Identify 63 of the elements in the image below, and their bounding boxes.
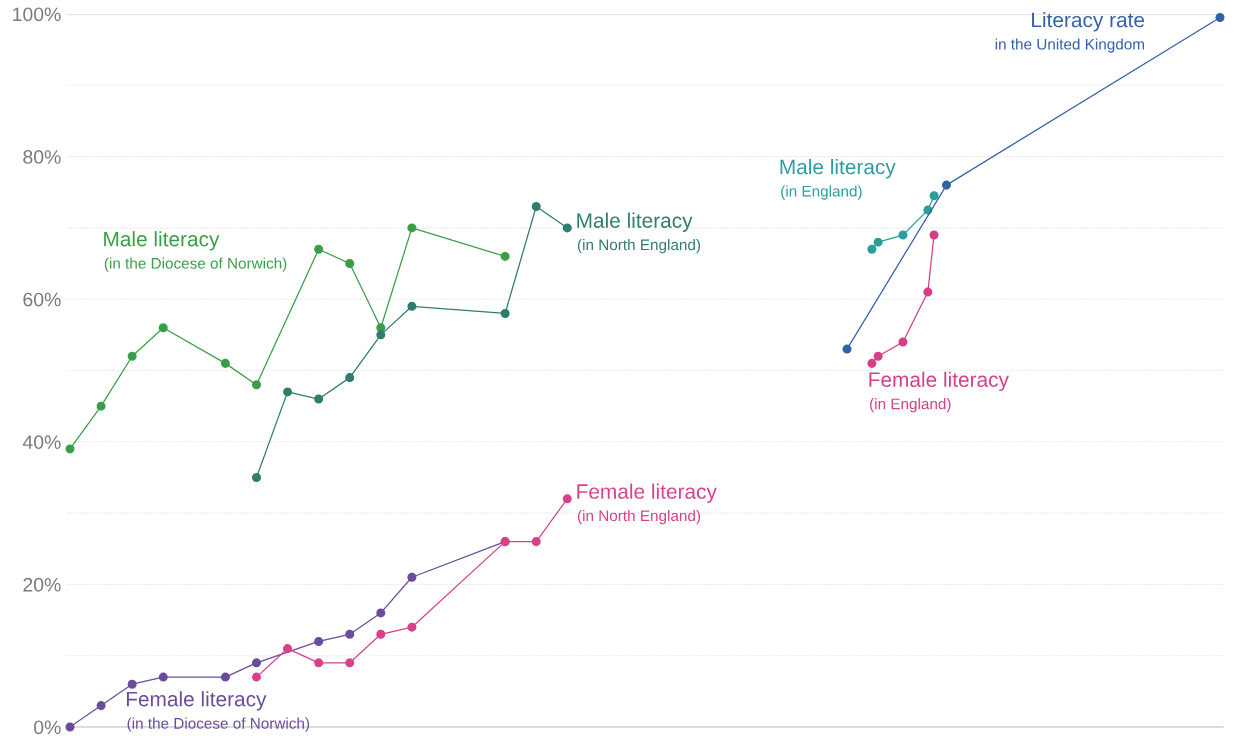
point — [345, 373, 355, 383]
point — [407, 223, 417, 233]
point — [158, 672, 168, 682]
series-label: Female literacy (in the Diocese of Norwich) — [126, 691, 310, 732]
y-tick-label: 80% — [23, 150, 61, 164]
y-tick-label: 100% — [13, 7, 61, 22]
point — [314, 394, 324, 404]
point — [873, 351, 883, 361]
point — [220, 672, 230, 682]
point — [867, 244, 877, 254]
point — [376, 323, 386, 333]
point — [941, 180, 951, 190]
point — [314, 658, 324, 668]
point — [314, 636, 324, 646]
y-tick-label: 0% — [34, 720, 61, 735]
point — [283, 644, 293, 654]
point — [562, 223, 572, 233]
series-label: Literacy rate in the United Kingdom — [995, 12, 1145, 53]
point — [65, 722, 75, 732]
point — [251, 658, 262, 668]
point — [562, 494, 572, 504]
point — [407, 622, 417, 632]
y-tick-label: 20% — [23, 577, 61, 592]
point — [314, 244, 324, 254]
series-label: Male literacy (in England) — [780, 159, 896, 200]
y-tick-label: 60% — [23, 292, 61, 307]
y-tick-label: 40% — [22, 435, 61, 450]
point — [283, 387, 293, 397]
point — [158, 323, 168, 333]
point — [531, 537, 541, 547]
point — [127, 679, 137, 689]
point — [345, 658, 355, 668]
point — [220, 358, 230, 368]
series-label: Male literacy (in the Diocese of Norwich) — [104, 231, 287, 272]
point — [500, 251, 510, 261]
series-label: Female literacy (in England) — [869, 371, 1009, 413]
point — [251, 380, 262, 390]
point — [407, 301, 417, 311]
point — [65, 444, 75, 454]
point — [873, 237, 883, 247]
point — [929, 191, 939, 201]
point — [867, 358, 877, 368]
point — [376, 330, 386, 340]
point — [923, 287, 933, 297]
point — [376, 608, 386, 618]
series-label: Male literacy (in North England) — [577, 212, 701, 254]
point — [898, 230, 908, 240]
point — [376, 629, 386, 639]
point — [345, 259, 355, 269]
point — [898, 337, 908, 347]
point — [929, 230, 939, 240]
point — [96, 701, 106, 711]
point — [251, 672, 262, 682]
point — [96, 401, 106, 411]
point — [1215, 13, 1225, 23]
point — [842, 344, 852, 354]
point — [500, 308, 510, 318]
point — [127, 351, 137, 361]
point — [531, 201, 541, 212]
point — [251, 472, 262, 482]
point — [345, 629, 355, 639]
point — [407, 572, 417, 582]
series-label: Female literacy (in North England) — [577, 483, 717, 525]
